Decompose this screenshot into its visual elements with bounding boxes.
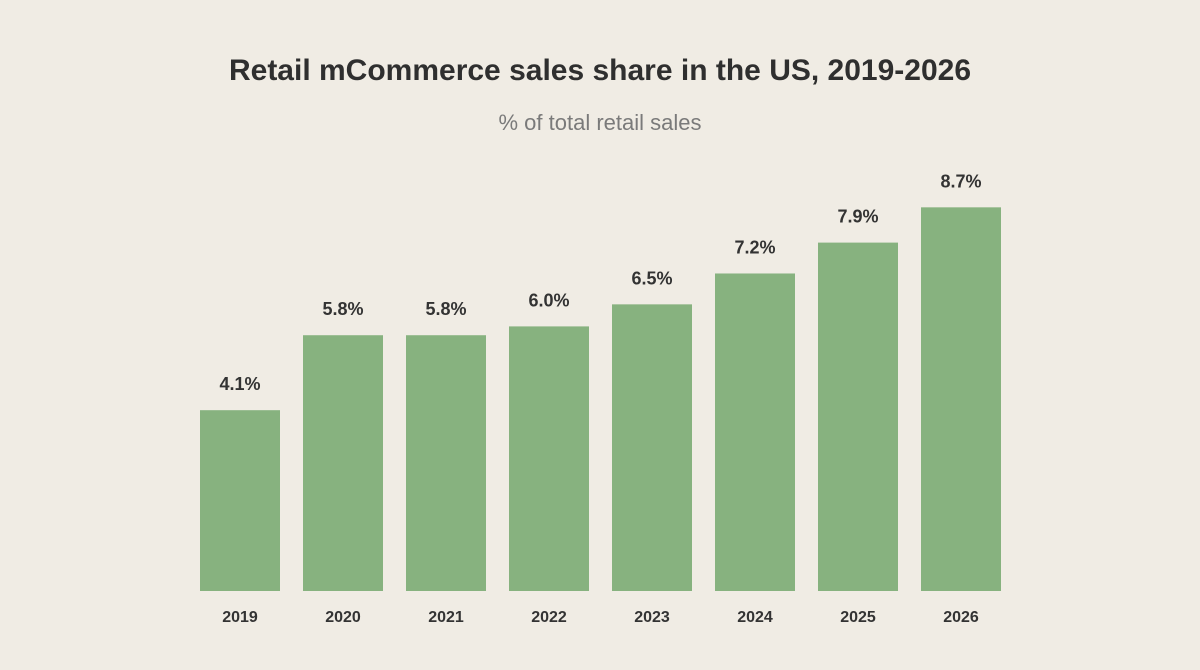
bar-2025 <box>818 242 898 592</box>
x-tick-label-2019: 2019 <box>222 609 258 626</box>
value-label-2021: 5.8% <box>425 299 466 319</box>
x-tick-label-2023: 2023 <box>634 609 670 626</box>
chart-title: Retail mCommerce sales share in the US, … <box>228 54 972 87</box>
value-label-2026: 8.7% <box>940 171 981 191</box>
bar-2019 <box>200 410 280 591</box>
bars-layer <box>200 207 1001 592</box>
x-tick-label-2026: 2026 <box>943 609 979 626</box>
x-tick-label-2022: 2022 <box>531 609 567 626</box>
bar-2023 <box>612 304 692 591</box>
tick-labels-layer: 2019 2020 2021 2022 2023 2024 2025 2026 <box>222 609 979 626</box>
bar-2024 <box>715 273 795 591</box>
value-label-2022: 6.0% <box>528 290 569 310</box>
value-label-2024: 7.2% <box>734 237 775 257</box>
value-label-2019: 4.1% <box>219 374 260 394</box>
bar-2026 <box>921 207 1001 591</box>
x-tick-label-2024: 2024 <box>737 609 773 626</box>
bar-2022 <box>509 326 589 591</box>
value-label-2023: 6.5% <box>631 268 672 288</box>
value-label-2025: 7.9% <box>837 207 878 227</box>
x-tick-label-2025: 2025 <box>840 609 876 626</box>
value-labels-layer: 4.1% 5.8% 5.8% 6.0% 6.5% 7.2% 7.9% 8.7% <box>219 171 981 394</box>
value-label-2020: 5.8% <box>322 299 363 319</box>
bar-2021 <box>406 335 486 591</box>
chart-subtitle: % of total retail sales <box>498 110 702 135</box>
x-tick-label-2020: 2020 <box>325 609 361 626</box>
x-tick-label-2021: 2021 <box>428 609 464 626</box>
bar-2020 <box>303 335 383 591</box>
